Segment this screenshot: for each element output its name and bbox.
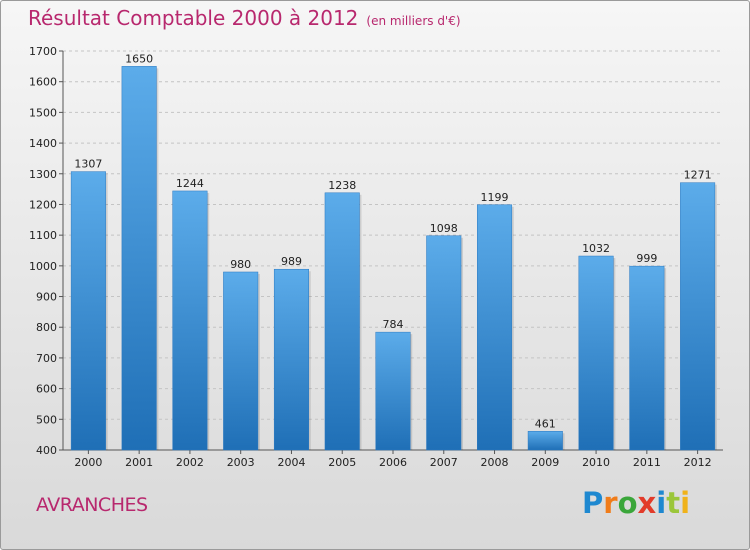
brand-letter: o [617, 486, 638, 520]
x-tick-label: 2012 [684, 456, 712, 469]
x-tick-label: 2010 [582, 456, 610, 469]
data-label: 1650 [125, 52, 153, 65]
bar [426, 235, 462, 451]
x-tick-label: 2011 [633, 456, 661, 469]
brand-letter: P [582, 486, 604, 520]
y-tick-label: 800 [36, 321, 57, 334]
x-tick-label: 2000 [74, 456, 102, 469]
y-tick-label: 1500 [29, 106, 57, 119]
chart-title: Résultat Comptable 2000 à 2012 (en millie… [28, 6, 461, 30]
chart-subtitle: (en milliers d'€) [366, 14, 461, 28]
y-tick-label: 700 [36, 352, 57, 365]
data-label: 784 [383, 318, 404, 331]
data-label: 999 [636, 252, 657, 265]
labels: 1307 2000 1650 2001 1244 2002 980 2003 989 2004 12… [74, 52, 711, 469]
bar [527, 431, 563, 451]
data-label: 1307 [74, 158, 102, 171]
brand-letter: r [603, 486, 618, 520]
y-tick-label: 1300 [29, 168, 57, 181]
x-tick-label: 2004 [277, 456, 305, 469]
x-tick-label: 2007 [430, 456, 458, 469]
x-tick-label: 2006 [379, 456, 407, 469]
x-tick-label: 2003 [227, 456, 255, 469]
bar [121, 66, 157, 451]
x-tick-label: 2005 [328, 456, 356, 469]
bar [223, 271, 259, 451]
brand-letter: i [680, 486, 691, 520]
bar [375, 331, 411, 451]
y-tick-label: 1100 [29, 229, 57, 242]
data-label: 980 [230, 258, 251, 271]
bars [70, 66, 717, 451]
bar [629, 265, 665, 451]
x-tick-label: 2001 [125, 456, 153, 469]
brand-letter: x [637, 486, 657, 520]
data-label: 461 [535, 417, 556, 430]
bar [578, 255, 614, 451]
brand-letter: t [666, 486, 681, 520]
brand-letter: i [656, 486, 667, 520]
bar [172, 190, 208, 451]
y-tick-label: 900 [36, 291, 57, 304]
y-tick-label: 500 [36, 413, 57, 426]
x-tick-label: 2002 [176, 456, 204, 469]
bar [680, 182, 716, 451]
data-label: 1271 [684, 169, 712, 182]
chart-title-text: Résultat Comptable 2000 à 2012 [28, 6, 359, 30]
y-tick-label: 1400 [29, 137, 57, 150]
bar [70, 171, 106, 451]
data-label: 1238 [328, 179, 356, 192]
x-tick-label: 2008 [481, 456, 509, 469]
brand-logo: Proxiti [582, 486, 690, 520]
bar [273, 268, 309, 451]
data-label: 1244 [176, 177, 204, 190]
location-label: AVRANCHES [36, 494, 148, 516]
y-tick-label: 1600 [29, 76, 57, 89]
y-tick-label: 600 [36, 383, 57, 396]
bar [477, 204, 513, 451]
data-label: 1098 [430, 222, 458, 235]
y-tick-label: 1000 [29, 260, 57, 273]
y-tick-label: 1700 [29, 45, 57, 58]
x-tick-label: 2009 [531, 456, 559, 469]
bar [324, 192, 360, 451]
data-label: 989 [281, 255, 302, 268]
y-tick-label: 1200 [29, 198, 57, 211]
data-label: 1199 [481, 191, 509, 204]
data-label: 1032 [582, 242, 610, 255]
y-tick-label: 400 [36, 444, 57, 457]
